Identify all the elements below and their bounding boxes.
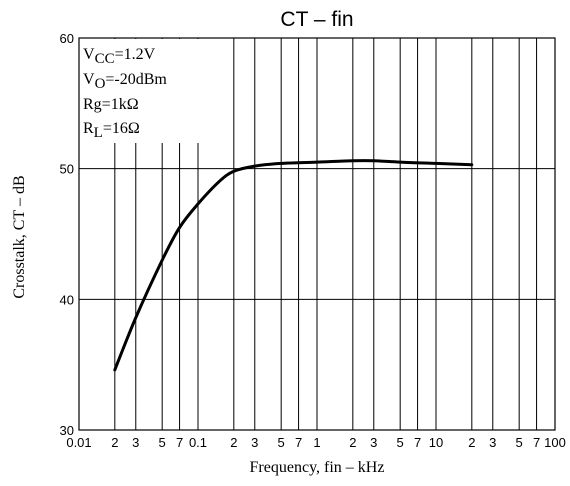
condition-subscript: L <box>94 125 103 141</box>
condition-symbol: Rg <box>83 96 102 113</box>
x-tick-label: 0.1 <box>189 435 207 450</box>
x-tick-label: 1 <box>313 435 320 450</box>
y-tick-label: 30 <box>60 423 74 438</box>
series-group <box>113 159 474 372</box>
x-tick-label: 3 <box>489 435 496 450</box>
x-tick-label: 2 <box>349 435 356 450</box>
condition-symbol: V <box>83 46 95 63</box>
conditions-background <box>80 39 206 143</box>
condition-line: RL=16Ω <box>83 120 140 141</box>
x-tick-label: 7 <box>295 435 302 450</box>
x-tick-label: 3 <box>132 435 139 450</box>
condition-symbol: V <box>83 71 95 88</box>
condition-line: VCC=1.2V <box>83 46 156 67</box>
x-tick-label: 2 <box>468 435 475 450</box>
x-tick-label: 5 <box>159 435 166 450</box>
condition-value: =1kΩ <box>102 96 139 113</box>
condition-subscript: O <box>95 76 106 92</box>
x-tick-label: 7 <box>176 435 183 450</box>
condition-line: VO=-20dBm <box>83 71 167 92</box>
x-tick-label: 2 <box>230 435 237 450</box>
condition-value: =1.2V <box>115 46 156 63</box>
x-axis-title: Frequency, fin – kHz <box>250 459 385 476</box>
x-tick-label: 5 <box>397 435 404 450</box>
series-line-0 <box>113 159 474 372</box>
condition-value: =-20dBm <box>105 71 167 88</box>
y-tick-label: 50 <box>60 162 74 177</box>
x-tick-label: 10 <box>429 435 443 450</box>
x-tick-label: 5 <box>516 435 523 450</box>
condition-line: Rg=1kΩ <box>83 96 139 113</box>
condition-subscript: CC <box>95 51 115 67</box>
y-tick-label: 60 <box>60 31 74 46</box>
condition-symbol: R <box>83 120 94 137</box>
x-tick-label: 5 <box>278 435 285 450</box>
y-tick-label: 40 <box>60 292 74 307</box>
x-tick-label: 7 <box>533 435 540 450</box>
y-axis-title: Crosstalk, CT – dB <box>11 175 28 298</box>
x-tick-label: 0.01 <box>66 435 91 450</box>
x-tick-label: 3 <box>251 435 258 450</box>
x-tick-label: 3 <box>370 435 377 450</box>
chart-title: CT – fin <box>280 8 353 31</box>
x-tick-label: 7 <box>414 435 421 450</box>
plot-frame <box>78 37 556 431</box>
x-tick-label: 100 <box>544 435 566 450</box>
condition-value: =16Ω <box>103 120 140 137</box>
x-tick-label: 2 <box>111 435 118 450</box>
